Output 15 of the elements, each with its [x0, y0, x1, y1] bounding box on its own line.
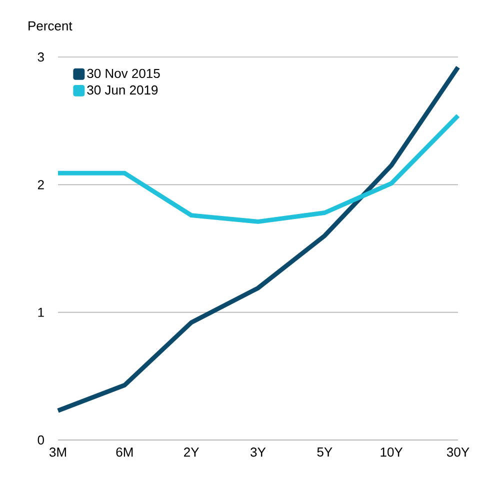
legend-label: 30 Jun 2019 — [87, 85, 158, 95]
legend-label: 30 Nov 2015 — [87, 68, 160, 78]
line-series — [56, 64, 460, 413]
y-tick-label: 0 — [38, 435, 44, 445]
x-tick-label: 6M — [116, 448, 133, 457]
y-axis-title: Percent — [28, 21, 72, 30]
y-tick-label: 1 — [38, 308, 44, 317]
y-tick-label: 3 — [38, 52, 44, 62]
y-tick-label: 2 — [38, 180, 44, 190]
x-tick-label: 3Y — [250, 448, 266, 457]
x-tick-label: 30Y — [446, 448, 470, 457]
x-tick-label: 10Y — [380, 448, 403, 457]
x-tick-label: 2Y — [184, 448, 199, 457]
x-tick-label: 3M — [49, 448, 66, 457]
x-tick-label: 5Y — [317, 448, 332, 457]
